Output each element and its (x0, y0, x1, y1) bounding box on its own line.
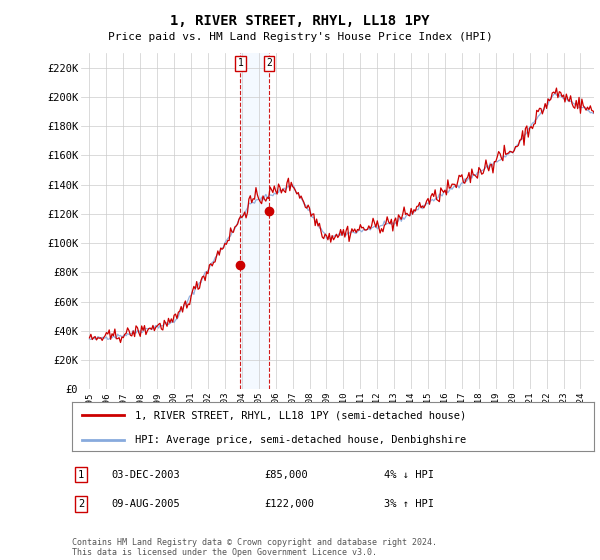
Text: £85,000: £85,000 (264, 470, 308, 480)
Text: 3% ↑ HPI: 3% ↑ HPI (384, 499, 434, 509)
Text: 03-DEC-2003: 03-DEC-2003 (111, 470, 180, 480)
Text: 2: 2 (78, 499, 84, 509)
Text: 1: 1 (78, 470, 84, 480)
Text: 1, RIVER STREET, RHYL, LL18 1PY (semi-detached house): 1, RIVER STREET, RHYL, LL18 1PY (semi-de… (134, 410, 466, 421)
Text: 4% ↓ HPI: 4% ↓ HPI (384, 470, 434, 480)
Text: HPI: Average price, semi-detached house, Denbighshire: HPI: Average price, semi-detached house,… (134, 435, 466, 445)
Text: 1, RIVER STREET, RHYL, LL18 1PY: 1, RIVER STREET, RHYL, LL18 1PY (170, 14, 430, 28)
Text: 2: 2 (266, 58, 272, 68)
Text: £122,000: £122,000 (264, 499, 314, 509)
Bar (241, 53, 269, 389)
Text: Price paid vs. HM Land Registry's House Price Index (HPI): Price paid vs. HM Land Registry's House … (107, 32, 493, 42)
Text: 09-AUG-2005: 09-AUG-2005 (111, 499, 180, 509)
Text: 1: 1 (238, 58, 244, 68)
Text: Contains HM Land Registry data © Crown copyright and database right 2024.
This d: Contains HM Land Registry data © Crown c… (72, 538, 437, 557)
